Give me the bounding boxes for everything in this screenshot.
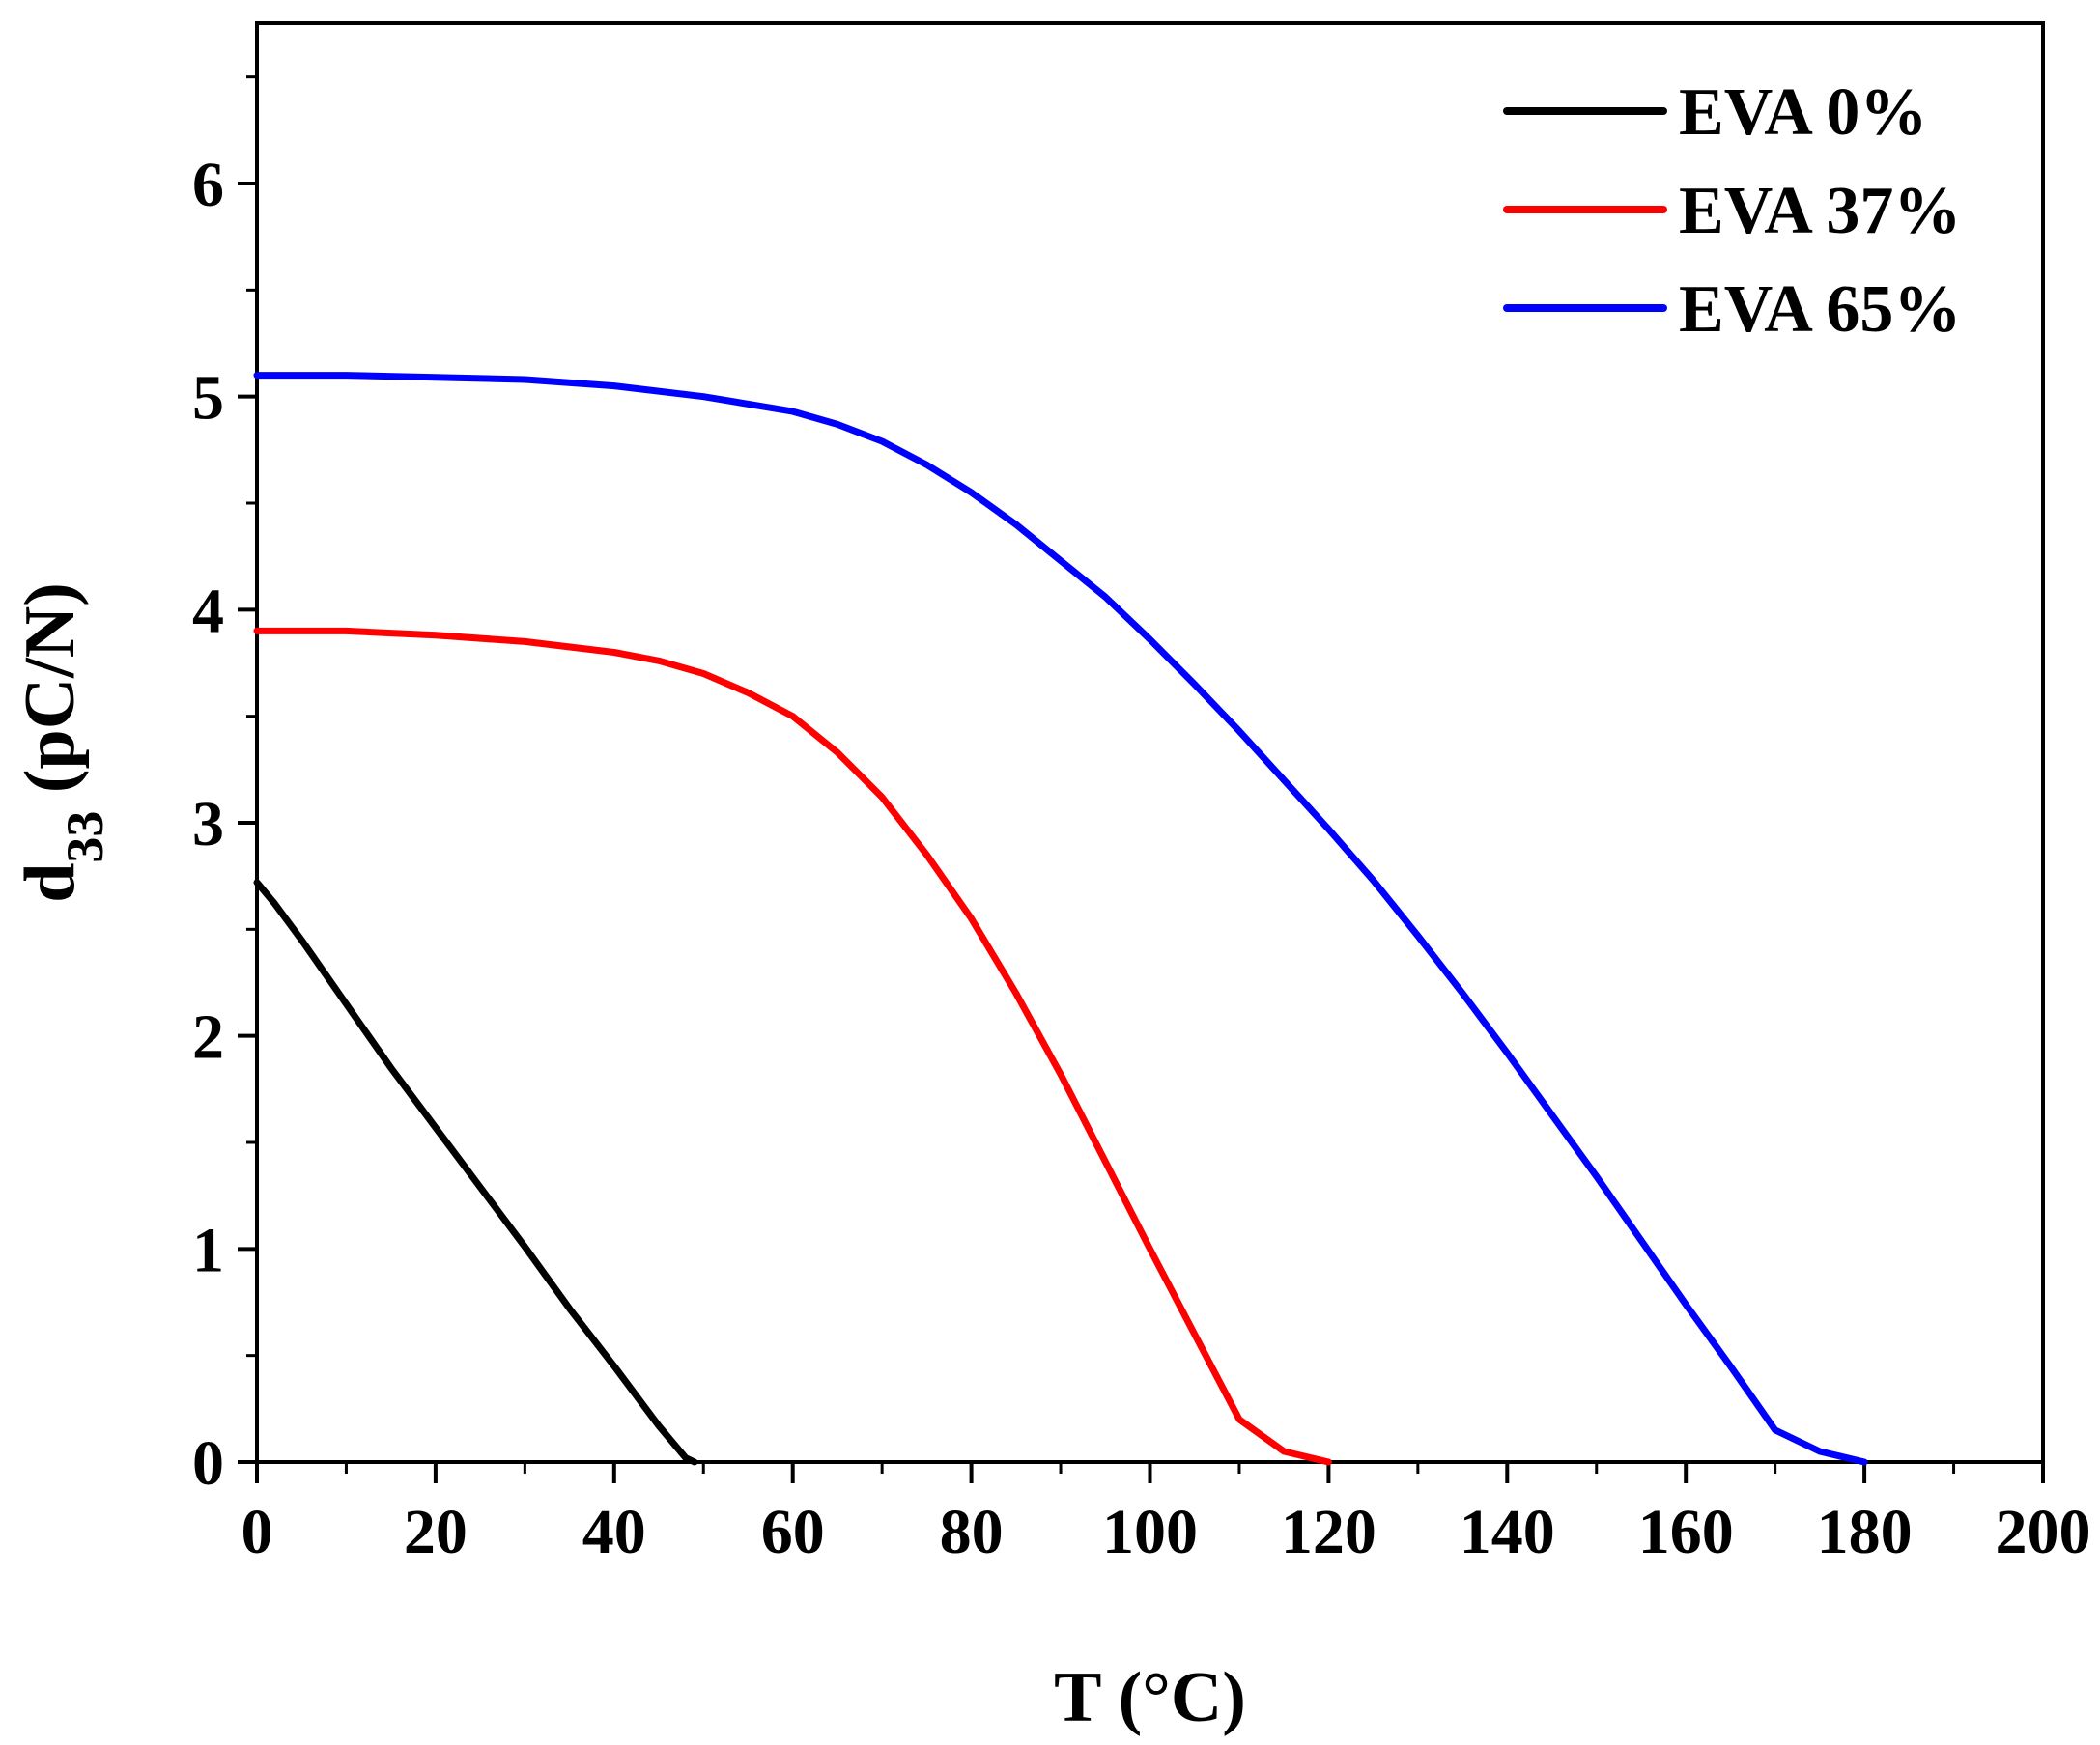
- y-tick-label: 2: [192, 1002, 224, 1073]
- x-tick-label: 200: [1996, 1497, 2091, 1567]
- y-tick-label: 1: [192, 1215, 224, 1285]
- y-axis: 0 1 2 3 4 5 6: [192, 75, 257, 1499]
- series-line: [253, 372, 1868, 1466]
- x-tick-label: 100: [1102, 1497, 1198, 1567]
- x-tick-label: 0: [241, 1497, 273, 1567]
- legend-label: EVA 37%: [1679, 174, 1961, 248]
- x-tick-label: 160: [1638, 1497, 1734, 1567]
- x-axis-title: T (°C): [1054, 1658, 1246, 1737]
- legend-label: EVA 0%: [1679, 75, 1927, 150]
- y-tick-label: 6: [192, 150, 224, 220]
- series-layer: [253, 372, 1868, 1466]
- y-axis-title-unit: (pC/N): [11, 582, 90, 810]
- series-line: [253, 627, 1332, 1466]
- y-axis-title-main: d: [11, 863, 90, 903]
- x-axis: 0 20 40 60 80 100 120 140 160 180 200: [241, 1462, 2091, 1567]
- x-tick-label: 60: [761, 1497, 825, 1567]
- y-tick-label: 4: [192, 576, 224, 646]
- y-tick-label: 3: [192, 789, 224, 859]
- x-tick-label: 40: [582, 1497, 646, 1567]
- x-tick-label: 20: [404, 1497, 468, 1567]
- y-axis-title: d33 (pC/N): [11, 582, 114, 903]
- y-axis-title-subscript: 33: [56, 811, 114, 863]
- y-tick-label: 0: [192, 1428, 224, 1499]
- y-tick-label: 5: [192, 363, 224, 434]
- x-tick-label: 180: [1817, 1497, 1913, 1567]
- legend-label: EVA 65%: [1679, 272, 1961, 347]
- x-tick-label: 120: [1281, 1497, 1376, 1567]
- x-tick-label: 140: [1460, 1497, 1555, 1567]
- legend: EVA 0% EVA 37% EVA 65%: [1503, 75, 1961, 347]
- series-line: [253, 879, 698, 1466]
- x-tick-label: 80: [940, 1497, 1004, 1567]
